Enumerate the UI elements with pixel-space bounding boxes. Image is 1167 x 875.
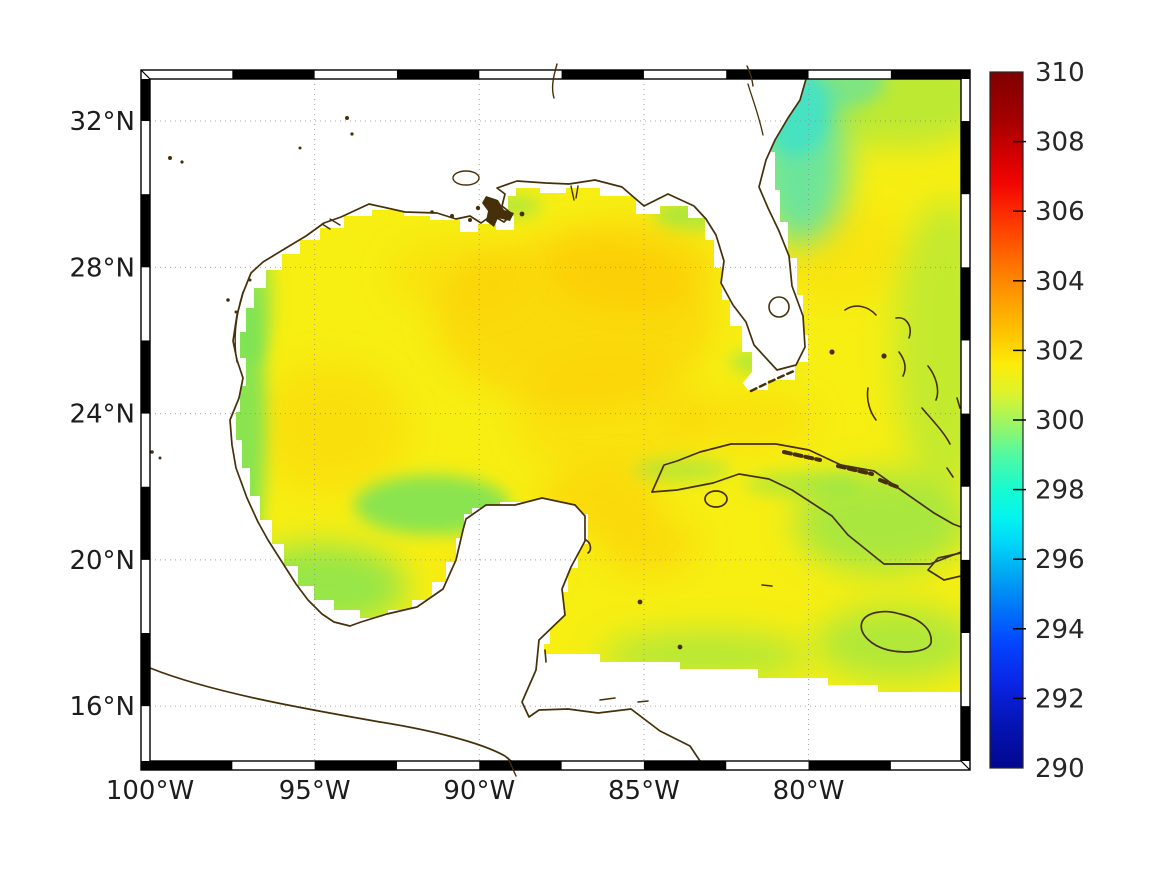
frame-segment-bottom	[808, 761, 891, 770]
cozumel-island	[585, 539, 592, 554]
frame-segment-right	[961, 559, 970, 634]
small-cays	[544, 584, 773, 703]
colorbar: 310 308 306 304 302 300 298 296 294 292 290	[989, 58, 1085, 784]
colorbar-tick-label: 292	[1035, 684, 1085, 714]
x-tick-label: 90°W	[443, 776, 515, 806]
frame-band	[141, 70, 970, 79]
frame-corner-mitre	[140, 69, 151, 80]
frame-segment-left	[141, 486, 150, 560]
mississippi-delta-marsh	[482, 196, 514, 227]
colorbar-tick-label: 296	[1035, 545, 1085, 575]
frame-corner-mitre	[960, 69, 971, 80]
frame-segment-bottom	[643, 761, 727, 770]
sst-field	[236, 79, 961, 692]
colorbar-tick-label: 290	[1035, 754, 1085, 784]
delta-marsh-specks	[430, 205, 525, 222]
y-tick-label: 28°N	[69, 253, 135, 283]
graticule	[150, 79, 961, 761]
coastline-jamaica	[860, 610, 932, 653]
inland-water-specks	[150, 116, 354, 460]
x-axis-labels: 100°W 95°W 90°W 85°W 80°W	[106, 776, 845, 806]
frame-segment-left	[141, 340, 150, 414]
frame-segment-top	[561, 70, 644, 79]
colorbar-tick-label: 300	[1035, 406, 1085, 436]
coastline-hispaniola	[927, 552, 961, 581]
frame-segment-bottom	[479, 761, 562, 770]
frame-segment-right	[961, 413, 970, 487]
frame-segment-bottom	[314, 761, 397, 770]
frame-segment-top	[232, 70, 315, 79]
x-tick-label: 80°W	[773, 776, 845, 806]
frame-segment-right	[961, 706, 970, 761]
y-tick-label: 24°N	[69, 400, 135, 430]
frame-segment-right	[961, 121, 970, 195]
coastline-north-america	[229, 79, 807, 761]
frame-inner-edge	[149, 78, 962, 762]
coastline-cuba-north	[651, 443, 961, 528]
y-tick-label: 32°N	[69, 107, 135, 137]
frame-segment-bottom	[141, 761, 233, 770]
frame-segment-left	[141, 633, 150, 707]
frame-corner-mitre	[140, 760, 151, 771]
alabama-river	[551, 63, 558, 99]
frame-segment-top	[726, 70, 809, 79]
colorbar-tick-label: 310	[1035, 58, 1085, 88]
savannah-river	[746, 65, 754, 87]
florida-keys	[749, 369, 796, 393]
colorbar-tick-label: 294	[1035, 615, 1085, 645]
y-tick-label: 16°N	[69, 692, 135, 722]
frame-segment-right	[961, 267, 970, 341]
bay-inlets	[234, 185, 579, 363]
coastline-cuba-south	[651, 473, 961, 565]
frame-segment-left	[141, 79, 150, 122]
colorbar-tick-label: 298	[1035, 476, 1085, 506]
coastlines	[150, 79, 961, 761]
map-frame	[140, 69, 971, 771]
frame-segment-left	[141, 194, 150, 268]
pacific-coast-frame-crossing	[507, 757, 517, 777]
y-tick-label: 20°N	[69, 546, 135, 576]
frame-corner-mitre	[960, 760, 971, 771]
bahamas-islands	[829, 305, 961, 478]
lake-pontchartrain	[452, 170, 480, 186]
isla-juventud	[704, 490, 728, 508]
coastline-pacific-mexico	[150, 667, 512, 761]
lake-okeechobee	[768, 296, 790, 318]
land-mask	[150, 79, 806, 761]
x-tick-label: 100°W	[106, 776, 194, 806]
st-johns-river	[747, 83, 764, 136]
frame-segment-top	[396, 70, 480, 79]
cuba-keys	[782, 450, 902, 490]
x-tick-label: 85°W	[608, 776, 680, 806]
colorbar-tick-label: 308	[1035, 128, 1085, 158]
colorbar-tick-label: 304	[1035, 267, 1085, 297]
continental-land	[150, 79, 806, 761]
frame-band	[141, 70, 150, 770]
x-tick-label: 95°W	[279, 776, 351, 806]
y-axis-labels: 32°N 28°N 24°N 20°N 16°N	[69, 107, 135, 722]
colorbar-tick-label: 302	[1035, 336, 1085, 366]
colorbar-tick-label: 306	[1035, 197, 1085, 227]
frame-segment-top	[890, 70, 970, 79]
rivers-over-frame	[507, 63, 754, 777]
